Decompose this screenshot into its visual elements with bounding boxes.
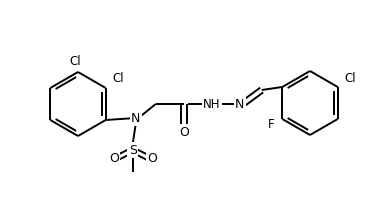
Text: F: F [268, 119, 275, 131]
Text: Cl: Cl [69, 54, 81, 68]
Text: O: O [109, 151, 119, 165]
Text: N: N [131, 111, 140, 124]
Text: S: S [129, 143, 137, 157]
Text: Cl: Cl [112, 72, 123, 84]
Text: Cl: Cl [344, 72, 356, 84]
Text: O: O [147, 151, 157, 165]
Text: N: N [235, 97, 245, 111]
Text: NH: NH [203, 97, 221, 111]
Text: O: O [179, 126, 188, 138]
